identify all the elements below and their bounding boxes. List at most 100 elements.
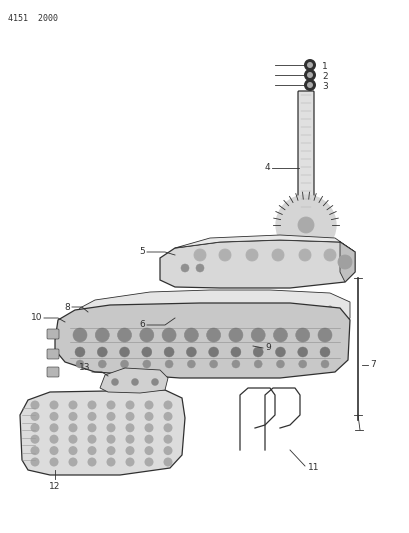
Circle shape bbox=[292, 317, 299, 324]
Polygon shape bbox=[75, 290, 349, 333]
Text: 4151  2000: 4151 2000 bbox=[8, 14, 58, 23]
Circle shape bbox=[163, 435, 172, 443]
Circle shape bbox=[125, 446, 134, 455]
Circle shape bbox=[139, 328, 153, 342]
Circle shape bbox=[310, 318, 315, 322]
Circle shape bbox=[295, 328, 309, 342]
Circle shape bbox=[142, 347, 151, 357]
Circle shape bbox=[298, 249, 310, 261]
Circle shape bbox=[68, 400, 77, 409]
Circle shape bbox=[209, 360, 217, 368]
Circle shape bbox=[144, 446, 153, 455]
Circle shape bbox=[253, 347, 263, 357]
Polygon shape bbox=[100, 368, 168, 393]
Circle shape bbox=[106, 423, 115, 432]
Circle shape bbox=[271, 249, 283, 261]
Text: 7: 7 bbox=[369, 360, 375, 369]
Circle shape bbox=[163, 446, 172, 455]
Circle shape bbox=[98, 360, 106, 368]
Circle shape bbox=[87, 412, 96, 421]
Circle shape bbox=[68, 457, 77, 466]
Circle shape bbox=[125, 457, 134, 466]
Circle shape bbox=[87, 400, 96, 409]
FancyBboxPatch shape bbox=[47, 367, 59, 377]
Circle shape bbox=[30, 423, 39, 432]
Circle shape bbox=[97, 347, 107, 357]
Circle shape bbox=[323, 249, 335, 261]
Circle shape bbox=[275, 347, 285, 357]
Polygon shape bbox=[160, 240, 354, 288]
Circle shape bbox=[87, 446, 96, 455]
Circle shape bbox=[306, 82, 312, 88]
Circle shape bbox=[111, 378, 118, 385]
Text: 9: 9 bbox=[264, 343, 270, 352]
Polygon shape bbox=[175, 235, 354, 252]
Circle shape bbox=[231, 360, 239, 368]
Circle shape bbox=[49, 446, 58, 455]
Circle shape bbox=[319, 347, 329, 357]
Circle shape bbox=[68, 423, 77, 432]
Text: 1: 1 bbox=[321, 61, 327, 70]
Circle shape bbox=[230, 347, 240, 357]
Circle shape bbox=[242, 318, 247, 322]
Circle shape bbox=[303, 59, 315, 71]
Circle shape bbox=[297, 347, 307, 357]
Circle shape bbox=[317, 328, 331, 342]
Circle shape bbox=[87, 435, 96, 443]
Text: 2: 2 bbox=[321, 71, 327, 80]
Polygon shape bbox=[55, 303, 349, 378]
FancyBboxPatch shape bbox=[228, 330, 253, 361]
Circle shape bbox=[184, 328, 198, 342]
Circle shape bbox=[207, 304, 214, 311]
Circle shape bbox=[122, 303, 131, 312]
Circle shape bbox=[165, 360, 173, 368]
Circle shape bbox=[303, 69, 315, 81]
Circle shape bbox=[106, 457, 115, 466]
Circle shape bbox=[258, 304, 265, 311]
Text: 5: 5 bbox=[139, 247, 145, 256]
Circle shape bbox=[49, 400, 58, 409]
Circle shape bbox=[144, 435, 153, 443]
Circle shape bbox=[276, 318, 281, 322]
Circle shape bbox=[218, 249, 230, 261]
Circle shape bbox=[73, 328, 87, 342]
Circle shape bbox=[163, 457, 172, 466]
Circle shape bbox=[306, 72, 312, 78]
Circle shape bbox=[30, 457, 39, 466]
FancyBboxPatch shape bbox=[297, 91, 313, 213]
Text: 4: 4 bbox=[264, 164, 270, 173]
Circle shape bbox=[182, 308, 189, 316]
Circle shape bbox=[125, 423, 134, 432]
Circle shape bbox=[156, 316, 165, 325]
Text: 6: 6 bbox=[139, 320, 145, 329]
Circle shape bbox=[163, 412, 172, 421]
Circle shape bbox=[125, 400, 134, 409]
Circle shape bbox=[186, 347, 196, 357]
Circle shape bbox=[240, 303, 249, 312]
Circle shape bbox=[151, 378, 158, 385]
Circle shape bbox=[162, 328, 175, 342]
Text: 13: 13 bbox=[78, 364, 90, 373]
Circle shape bbox=[144, 412, 153, 421]
Polygon shape bbox=[160, 295, 195, 322]
Circle shape bbox=[106, 446, 115, 455]
Circle shape bbox=[144, 400, 153, 409]
Text: 12: 12 bbox=[49, 482, 61, 491]
Circle shape bbox=[228, 328, 242, 342]
Circle shape bbox=[254, 360, 261, 368]
Circle shape bbox=[106, 400, 115, 409]
Circle shape bbox=[142, 360, 151, 368]
Circle shape bbox=[95, 328, 109, 342]
Circle shape bbox=[144, 457, 153, 466]
Circle shape bbox=[193, 249, 205, 261]
Polygon shape bbox=[20, 390, 184, 475]
Circle shape bbox=[274, 303, 283, 312]
Circle shape bbox=[49, 457, 58, 466]
Circle shape bbox=[106, 435, 115, 443]
Circle shape bbox=[122, 316, 131, 325]
Circle shape bbox=[125, 435, 134, 443]
Circle shape bbox=[144, 423, 153, 432]
Circle shape bbox=[175, 305, 180, 311]
Circle shape bbox=[87, 423, 96, 432]
Circle shape bbox=[320, 360, 328, 368]
